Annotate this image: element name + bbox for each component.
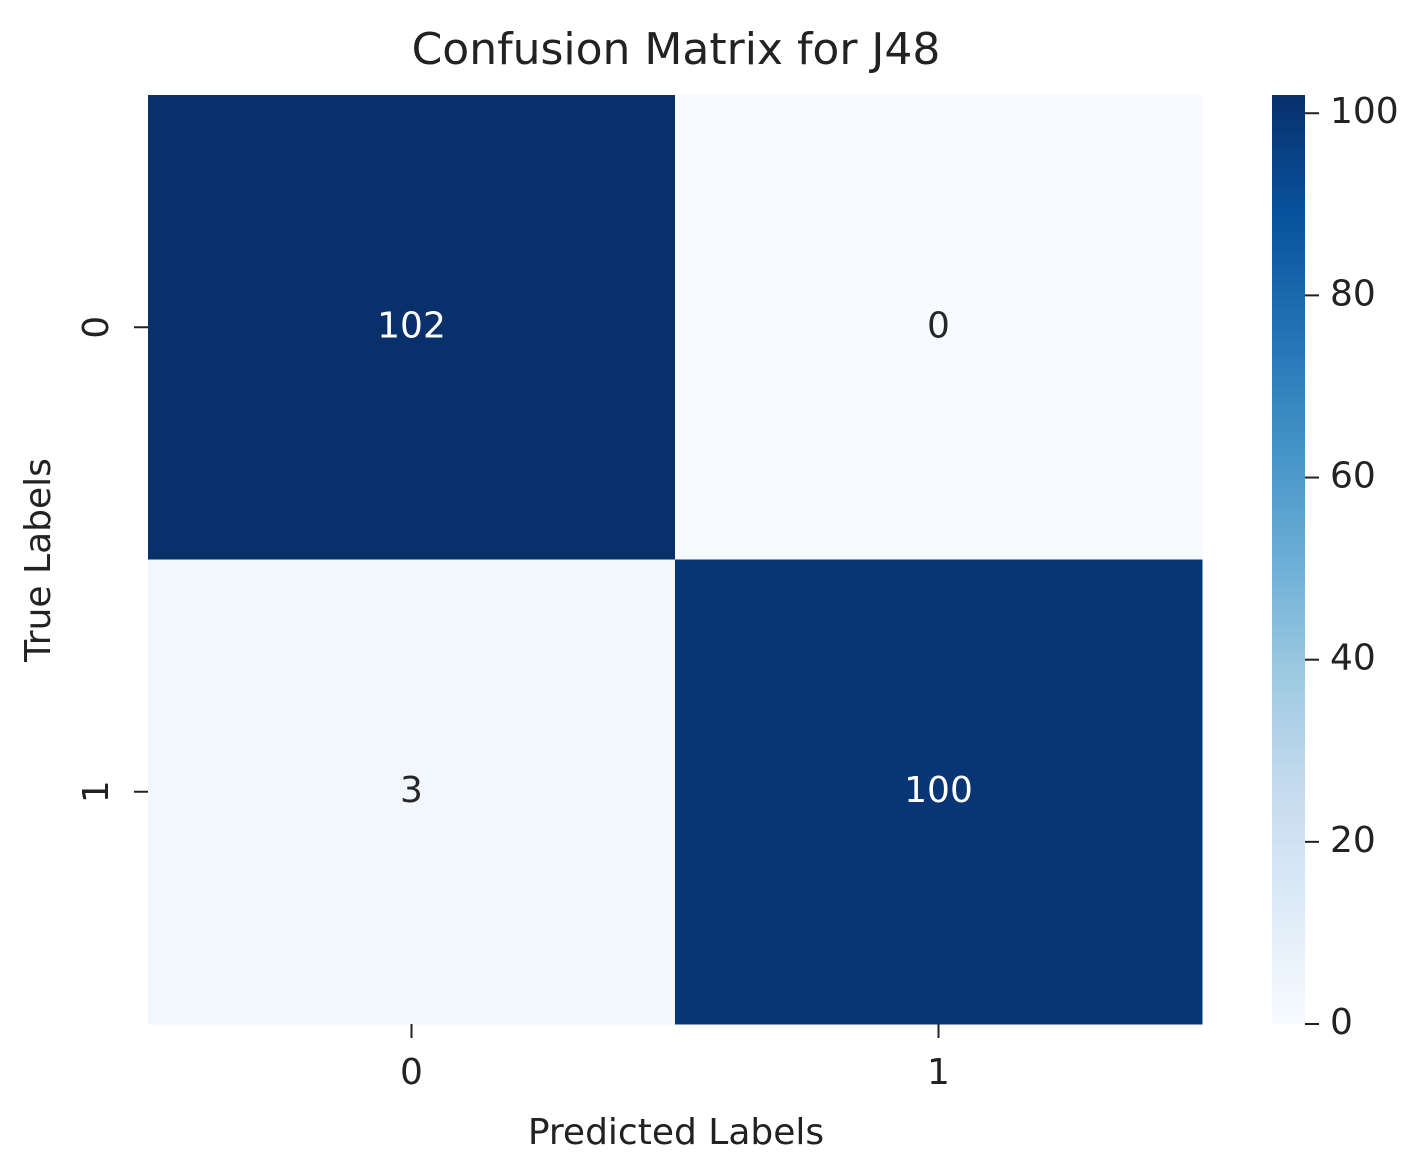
colorbar-tick-label: 20 [1330,820,1376,861]
x-tick-label: 0 [400,1052,423,1093]
heatmap-cell [148,95,676,560]
x-axis-label: Predicted Labels [528,1112,824,1153]
colorbar-tick-label: 0 [1330,1002,1353,1043]
colorbar-tick-label: 100 [1330,91,1399,132]
heatmap-cell [675,559,1203,1025]
chart-title: Confusion Matrix for J48 [412,24,941,75]
colorbar-tick-label: 40 [1330,638,1376,679]
colorbar-tick-label: 60 [1330,456,1376,497]
cell-label: 102 [377,305,446,346]
cell-label: 100 [904,770,973,811]
heatmap-cell [148,559,676,1025]
cell-label: 0 [927,305,950,346]
x-tick-label: 1 [927,1052,950,1093]
y-tick-label: 0 [76,316,117,339]
y-axis-label: True Labels [18,458,59,663]
colorbar-tick-label: 80 [1330,273,1376,314]
heatmap-cell [675,95,1203,560]
colorbar [1272,95,1305,1024]
y-tick-label: 1 [76,780,117,803]
cell-label: 3 [400,770,423,811]
